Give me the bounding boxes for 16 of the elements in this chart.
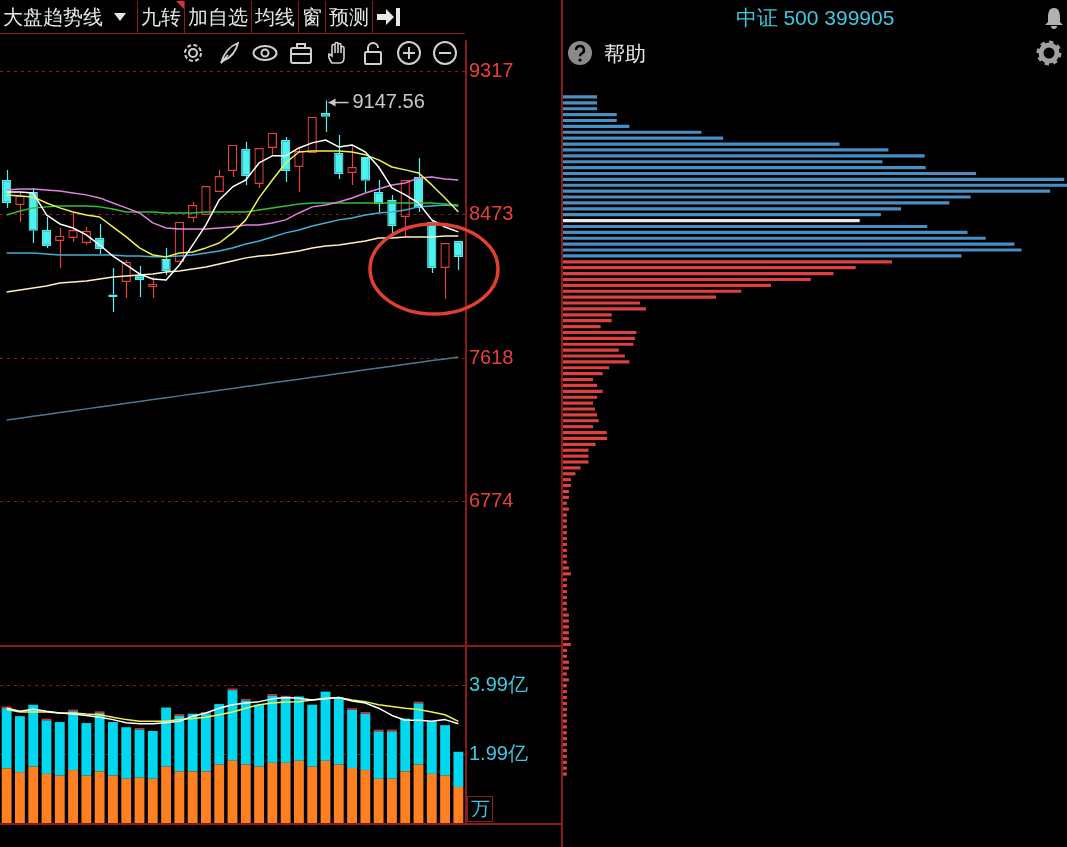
y-tick-label: 8473 xyxy=(469,201,514,224)
text: 帮助 xyxy=(604,41,646,67)
y-axis-title: 万 xyxy=(467,796,493,822)
text: 窗 xyxy=(302,4,322,30)
y-tick-label: 9317 xyxy=(469,59,514,82)
y-tick-label: 1.99亿 xyxy=(469,741,528,764)
y-tick-label: 6774 xyxy=(469,488,514,511)
text: 大盘趋势线 xyxy=(3,4,103,30)
annotation: 9147.56 xyxy=(352,90,425,113)
text: 均线 xyxy=(255,4,295,30)
chart-title: 中证 500 399905 xyxy=(734,5,896,31)
text: 加自选 xyxy=(188,4,248,30)
text: 九转 xyxy=(141,4,181,30)
y-tick-label: 3.99亿 xyxy=(469,672,528,695)
y-tick-label: 7618 xyxy=(469,346,514,369)
text: 预测 xyxy=(329,4,369,30)
